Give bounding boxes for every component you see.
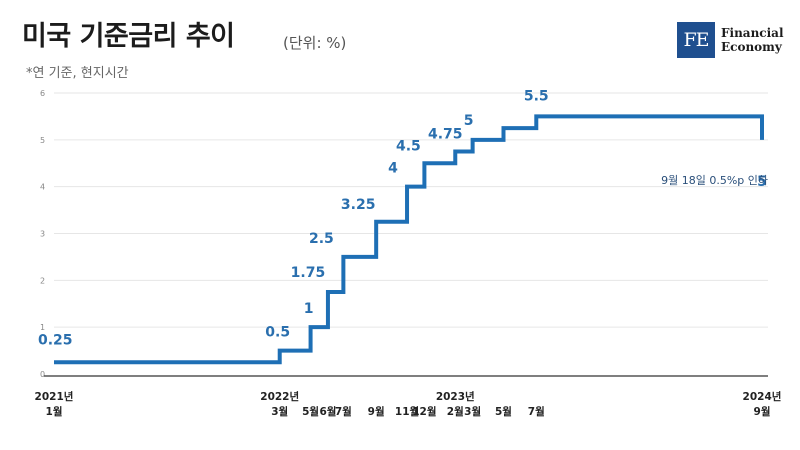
x-tick-month: 3월 bbox=[271, 405, 288, 418]
data-label: 5.5 bbox=[524, 88, 549, 104]
data-label: 2.5 bbox=[309, 231, 334, 247]
rate-step-line bbox=[54, 114, 764, 365]
x-tick-month: 9월 bbox=[754, 405, 771, 418]
data-label: 1.75 bbox=[291, 265, 326, 281]
x-tick-month: 1월 bbox=[46, 405, 63, 418]
logo-text: Financial Economy bbox=[721, 26, 784, 54]
annotation-label: 9월 18일 0.5%p 인하 bbox=[661, 173, 768, 187]
y-tick-label: 6 bbox=[40, 89, 45, 98]
x-tick-year: 2022년 bbox=[260, 390, 299, 403]
x-tick-month: 3월 bbox=[464, 405, 481, 418]
data-label: 4 bbox=[388, 161, 398, 177]
data-label: 5 bbox=[464, 113, 474, 129]
x-tick-month: 9월 bbox=[368, 405, 385, 418]
y-tick-label: 2 bbox=[40, 276, 45, 285]
data-label: 0.25 bbox=[38, 332, 73, 348]
x-tick-month: 6월 bbox=[319, 405, 336, 418]
data-label: 4.75 bbox=[428, 127, 463, 143]
y-tick-label: 4 bbox=[40, 183, 45, 192]
logo-mark: FE bbox=[677, 22, 715, 58]
x-tick-year: 2024년 bbox=[743, 390, 782, 403]
y-tick-label: 5 bbox=[40, 136, 45, 145]
x-tick-month: 5월 bbox=[495, 405, 512, 418]
x-tick-month: 5월 bbox=[302, 405, 319, 418]
x-tick-month: 12월 bbox=[412, 405, 436, 418]
x-tick-month: 11월 bbox=[395, 405, 419, 418]
logo-line2: Economy bbox=[721, 40, 782, 54]
x-tick-year: 2023년 bbox=[436, 390, 475, 403]
x-tick-month: 2월 bbox=[447, 405, 464, 418]
y-tick-label: 1 bbox=[40, 323, 45, 332]
data-label: 4.5 bbox=[396, 138, 421, 154]
footnote: *연 기준, 현지시간 bbox=[26, 66, 129, 81]
y-tick-label: 0 bbox=[40, 370, 45, 379]
y-tick-label: 3 bbox=[40, 230, 45, 239]
data-label: 0.5 bbox=[265, 325, 290, 341]
x-tick-month: 7월 bbox=[335, 405, 352, 418]
data-label: 5 bbox=[757, 174, 767, 190]
brand-logo: FE Financial Economy bbox=[677, 22, 784, 58]
page-title: 미국 기준금리 추이 bbox=[22, 21, 235, 52]
unit-label: (단위: %) bbox=[283, 34, 347, 52]
x-tick-month: 7월 bbox=[528, 405, 545, 418]
data-label: 3.25 bbox=[341, 197, 376, 213]
logo-line1: Financial bbox=[721, 26, 784, 40]
data-label: 1 bbox=[304, 301, 314, 317]
x-tick-year: 2021년 bbox=[35, 390, 74, 403]
